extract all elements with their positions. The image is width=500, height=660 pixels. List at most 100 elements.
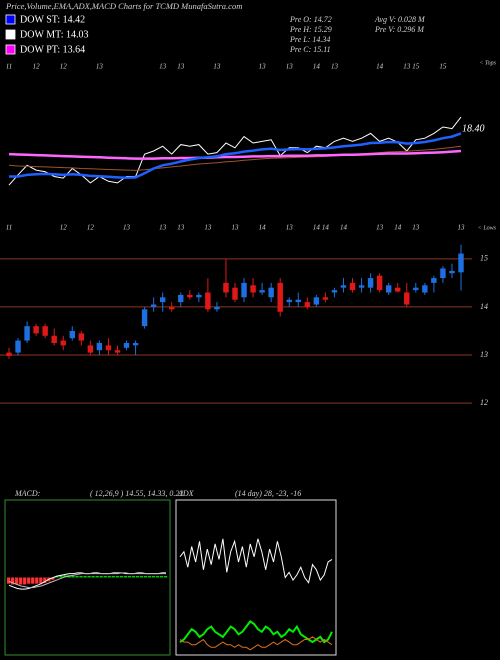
series-line [8,145,462,171]
macd-bar [83,575,87,578]
candle-body [33,326,39,334]
x-tick-label: 12 [87,224,95,232]
candle-body [205,292,211,310]
stat: Pre C: 15.11 [289,45,331,54]
candle-body [42,326,48,336]
series-line [179,620,333,644]
x-tick-label: 14 [394,224,402,232]
candle-body [449,270,455,274]
x-tick-label: 13 [213,63,221,71]
x-tick-label: 13 [204,224,212,232]
candle-body [114,350,121,353]
candle-body [413,287,419,291]
candle-body [6,352,12,356]
candle-body [304,302,311,307]
candle-body [169,306,175,310]
candle-body [431,278,437,283]
macd-bar [11,577,15,585]
series-line [8,149,462,160]
macd-bar [143,575,148,578]
y-tick-label: 12 [480,398,488,407]
y-tick-label: 13 [480,350,488,359]
x-tick-label: 12 [33,63,41,71]
macd-bar [119,575,123,578]
x-tick-label: 14 [259,224,267,232]
macd-bar [107,575,111,578]
macd-bar [23,577,27,585]
macd-bar [39,577,43,584]
x-tick-label: 14 [322,224,330,232]
candle-body [259,290,265,293]
macd-bar [99,575,103,578]
panel-params: ( 12,26,9 ) 14.55, 14.33, 0.22 [90,489,183,498]
candle-body [78,333,85,341]
macd-bar [151,575,156,578]
panel-title: ADX [177,489,195,498]
candle-body [385,285,392,293]
candle-body [268,287,274,298]
stat: Pre O: 14.72 [289,15,332,24]
x-tick-label: 13 [403,63,411,71]
x-tick-label: 13 [259,63,267,71]
macd-bar [59,575,63,578]
x-tick-label: 11 [6,63,12,71]
y-tick-label: 15 [480,254,488,263]
x-tick-label: 13 [286,224,294,232]
macd-bar [51,577,55,580]
page-title: Price,Volume,EMA,ADX,MACD Charts for TCM… [5,1,242,11]
candle-body [141,309,148,327]
x-tick-label: 14 [340,224,348,232]
candle-body [322,297,329,300]
macd-bar [87,575,91,578]
candle-body [24,326,30,341]
series-line [8,116,462,186]
macd-bar [135,575,140,578]
x-tick-label: 12 [60,63,68,71]
macd-bar [95,575,99,578]
macd-bar [43,577,47,583]
candle-body [358,285,365,288]
x-tick-label: 13 [376,224,384,232]
candle-body [15,340,21,353]
candle-body [331,290,338,293]
candle-body [187,294,193,298]
macd-bar [19,577,23,585]
candle-body [60,340,66,346]
candle-body [458,253,464,273]
macd-bar [131,575,136,578]
candle-body [241,282,247,298]
macd-bar [159,575,164,578]
x-tick-label: 13 [412,224,420,232]
macd-bar [123,575,127,578]
stat: Pre L: 14.34 [289,35,330,44]
x-tick-label: 13 [123,224,131,232]
x-tick-label: 13 [96,63,104,71]
candle-body [51,335,57,343]
x-tick-label: 13 [458,224,466,232]
y-tick-label: 14 [480,302,488,311]
panel-title: MACD: [14,489,41,498]
candle-body [96,342,103,351]
legend-label: DOW PT: 13.64 [20,44,85,55]
candle-body [123,342,130,348]
macd-bar [103,575,107,578]
stat: Avg V: 0.028 M [374,15,426,24]
x-tick-label: 11 [6,224,12,232]
macd-bar [115,575,119,578]
candle-body [159,297,166,303]
candle-body [395,287,401,292]
stat: Pre H: 15.29 [289,25,332,34]
macd-bar [27,577,31,584]
annotation: 18.40 [462,123,485,134]
series-line [9,132,462,180]
candle-body [376,275,383,291]
panel-frame [175,499,337,656]
macd-bar [71,575,75,578]
candle-body [132,342,139,346]
legend-swatch [5,44,16,55]
x-tick-label: 14 [313,224,321,232]
legend-label: DOW MT: 14.03 [20,29,88,40]
corner-label: < Tops [479,60,496,66]
x-tick-label: 13 [232,224,240,232]
